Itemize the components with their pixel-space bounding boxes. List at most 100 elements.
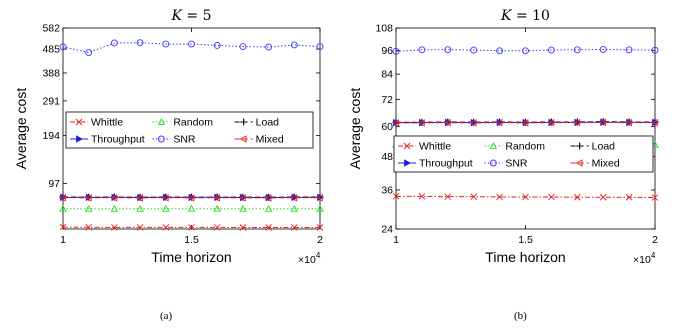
panel-b-point-whittle: [651, 194, 659, 201]
panel-a-y-axis-label: Average cost: [13, 88, 29, 170]
panel-a-series-random: [59, 204, 324, 212]
panel-a-point-whittle: [316, 224, 324, 231]
panel-a-point-random: [84, 204, 93, 212]
panel-a-ytick-label: 194: [42, 130, 60, 142]
panel-a-point-random: [239, 204, 247, 212]
panel-a-xtick-label: 1: [60, 234, 66, 246]
panel-b-legend-label: Load: [592, 141, 616, 153]
panel-b-point-snr: [547, 46, 555, 54]
panel-a-ytick-label: 388: [42, 67, 60, 79]
panel-b-point-whittle: [599, 193, 607, 201]
panel-a-legend-label: SNR: [173, 134, 196, 146]
panel-b-legend-label: Throughput: [419, 158, 473, 170]
panel-b-point-mixed: [521, 119, 529, 127]
panel-b-legend-item-random: Random: [484, 141, 545, 153]
panel-a-point-random: [59, 204, 67, 212]
panel-b-point-whittle: [392, 193, 400, 200]
panel-a-point-random: [136, 204, 144, 212]
panel-a-point-whittle: [162, 224, 170, 231]
panel-a-ytick-label: 97: [48, 178, 60, 190]
panel-a-legend-marker-snr: [157, 135, 165, 143]
panel-a-legend-item-load: Load: [234, 117, 279, 129]
panel-b-x-axis-label: Time horizon: [485, 249, 565, 265]
panel-b-legend-item-load: Load: [570, 141, 616, 153]
panel-b-point-mixed: [392, 119, 399, 127]
panel-a-legend-label: Random: [173, 117, 213, 129]
panel-a-point-snr: [290, 41, 298, 49]
panel-a-point-snr: [162, 40, 170, 48]
panel-b-legend-marker-whittle: [403, 142, 411, 150]
panel-b-legend-label: Whittle: [419, 141, 451, 153]
panel-b-plot-area: [395, 27, 656, 230]
panel-b-point-snr: [625, 46, 633, 54]
panel-b-point-snr: [444, 46, 452, 54]
panel-b-legend-label: Random: [505, 141, 545, 153]
panel-a-point-random: [264, 204, 273, 212]
panel-b-x-multiplier: ×104: [633, 251, 656, 266]
panel-b-series-whittle: [392, 193, 659, 201]
panel-a-point-snr: [265, 43, 273, 51]
panel-a-point-mixed: [316, 194, 323, 202]
panel-a-point-mixed: [84, 194, 92, 202]
panel-a-legend-item-throughput: Throughput: [70, 134, 145, 146]
panel-a-point-snr: [188, 40, 195, 48]
panel-b-point-snr: [573, 46, 581, 54]
panel-b-ytick-label: 72: [381, 94, 393, 106]
panel-a-point-random: [110, 204, 119, 212]
panel-a-point-whittle: [136, 224, 144, 231]
panel-b-point-snr: [496, 47, 504, 55]
panel-a-point-mixed: [213, 194, 221, 202]
panel-a-legend-label: Throughput: [91, 134, 145, 146]
panel-a-point-whittle: [290, 224, 298, 231]
panel-a-legend-marker-throughput: [76, 135, 83, 143]
panel-a-point-snr: [85, 49, 93, 57]
panel-b-point-mixed: [651, 118, 658, 127]
panel-a-legend-item-mixed: Mixed: [234, 134, 284, 146]
panel-a-series-mixed: [59, 193, 323, 202]
panel-a-legend-item-snr: SNR: [152, 134, 196, 146]
panel-a-point-mixed: [187, 194, 195, 202]
panel-b-series-mixed: [392, 118, 658, 127]
panel-b-point-mixed: [599, 118, 607, 127]
panel-a-ytick-label: 582: [42, 23, 60, 35]
panel-a-point-random: [290, 204, 299, 212]
panel-b-point-whittle: [625, 193, 633, 201]
panel-b-point-whittle: [522, 193, 529, 201]
chart-panel-b: 24 36 48 60 72 84 96 108 1 1.5 2 Time horizon ×104 Av…: [347, 8, 659, 266]
panel-b-series-line-snr: [395, 48, 656, 52]
panel-b-legend: Whittle Random Load Throughput SNR Mixed: [393, 135, 654, 173]
panel-b-point-mixed: [495, 118, 503, 127]
panel-a-legend-box: [65, 111, 314, 149]
panel-a-ytick-label: 485: [42, 44, 60, 56]
panel-a-point-random: [162, 204, 170, 212]
panel-a-legend-marker-whittle: [75, 118, 83, 126]
panel-a-legend-marker-mixed: [239, 135, 247, 143]
panel-a-point-snr: [239, 43, 247, 51]
panel-b-point-snr: [522, 47, 529, 55]
panel-a-point-whittle: [265, 224, 272, 231]
chart-panel-a: 97 194 291 388 485 582 1 1.5 2 Time horizon ×104 Av…: [13, 8, 324, 266]
panel-b-ytick-label: 108: [375, 23, 393, 35]
panel-b-ytick-label: 36: [381, 184, 393, 196]
panel-b-point-snr: [418, 46, 426, 54]
panel-b-point-whittle: [418, 193, 426, 200]
panel-b-point-mixed: [443, 118, 451, 127]
panel-a-point-random: [187, 204, 196, 212]
panel-b-point-mixed: [547, 118, 555, 127]
panel-a-point-whittle: [213, 224, 221, 231]
panel-a-point-snr: [59, 43, 67, 51]
panel-a-ytick-label: 291: [42, 95, 60, 107]
panel-b-point-snr: [470, 46, 478, 54]
panel-b-point-mixed: [573, 118, 581, 127]
panel-b-point-snr: [599, 45, 607, 53]
panel-b-point-whittle: [548, 193, 555, 201]
panel-b-series-snr: [392, 45, 659, 55]
panel-a-point-snr: [136, 39, 144, 47]
panel-a-point-mixed: [110, 193, 118, 202]
panel-b-point-mixed: [469, 119, 477, 127]
panel-a-point-mixed: [59, 193, 66, 202]
panel-a-point-mixed: [264, 194, 272, 202]
panel-b-point-mixed: [625, 118, 632, 127]
panel-b-y-axis-label: Average cost: [347, 88, 363, 170]
